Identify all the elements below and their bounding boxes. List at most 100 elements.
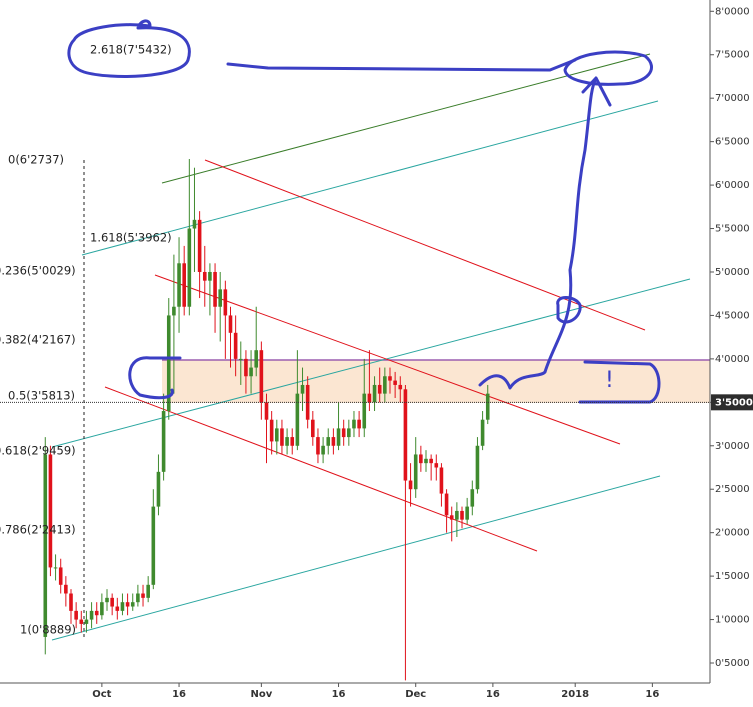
candle-body bbox=[408, 480, 413, 490]
candle-body bbox=[269, 419, 274, 442]
fib-label: 1.618(5'3962) bbox=[90, 231, 172, 245]
candle-body bbox=[321, 445, 325, 455]
candle-body bbox=[89, 610, 94, 620]
candle-body bbox=[136, 593, 140, 603]
trend-line bbox=[154, 274, 621, 445]
trend-line bbox=[104, 386, 538, 552]
candle-body bbox=[213, 271, 217, 307]
candle-body bbox=[100, 602, 104, 616]
candle-body bbox=[53, 567, 58, 569]
candle-body bbox=[177, 263, 181, 307]
candle-body bbox=[388, 376, 392, 381]
candle-body bbox=[295, 393, 300, 446]
candle-body bbox=[64, 584, 68, 594]
candle-body bbox=[403, 389, 408, 481]
candle-body bbox=[362, 393, 367, 429]
x-tick-label: Dec bbox=[405, 689, 426, 700]
candle-body bbox=[367, 393, 372, 403]
candle-body bbox=[43, 454, 48, 637]
fib-label: 1(0'8889) bbox=[20, 623, 76, 637]
candle-body bbox=[141, 593, 145, 598]
candle-body bbox=[316, 437, 320, 455]
candle-body bbox=[475, 445, 480, 490]
trend-line bbox=[204, 159, 646, 331]
candle-body bbox=[58, 567, 63, 585]
fib-label: 0.618(2'9459) bbox=[0, 444, 76, 458]
candle-body bbox=[202, 271, 207, 281]
x-tick-label: 16 bbox=[486, 689, 500, 700]
candle-body bbox=[470, 489, 475, 507]
candle-body bbox=[146, 584, 150, 598]
y-tick-label: 3'0000 bbox=[715, 441, 750, 452]
candle-body bbox=[434, 463, 439, 468]
candle-body bbox=[331, 437, 336, 446]
candle-body bbox=[290, 437, 295, 446]
candle-body bbox=[187, 228, 192, 307]
candle-body bbox=[120, 602, 125, 611]
candle-body bbox=[264, 402, 269, 420]
candle-body bbox=[48, 454, 53, 568]
y-tick-label: 5'0000 bbox=[715, 267, 750, 278]
candle-body bbox=[444, 493, 449, 516]
candle-body bbox=[161, 411, 166, 472]
candle-body bbox=[357, 419, 361, 429]
candle-body bbox=[285, 437, 289, 446]
x-tick-label: Oct bbox=[92, 689, 111, 700]
hand-drawing bbox=[67, 19, 661, 404]
candle-body bbox=[398, 384, 403, 390]
candle-body bbox=[439, 467, 444, 494]
x-tick-label: 2018 bbox=[561, 689, 589, 700]
zone bbox=[162, 360, 710, 403]
candle-body bbox=[228, 315, 233, 333]
fib-label: 0(6'2737) bbox=[8, 153, 64, 167]
candle-body bbox=[372, 384, 377, 403]
candle-body bbox=[347, 428, 351, 438]
x-tick-label: 16 bbox=[332, 689, 346, 700]
candle-body bbox=[208, 271, 212, 281]
candle-body bbox=[244, 358, 248, 377]
candle-body bbox=[336, 428, 341, 446]
y-tick-label: 7'5000 bbox=[715, 50, 750, 61]
y-tick-label: 1'0000 bbox=[715, 615, 750, 626]
candle-body bbox=[465, 506, 469, 520]
candle-body bbox=[125, 602, 130, 607]
candle-body bbox=[74, 610, 78, 620]
trend-line bbox=[81, 100, 659, 256]
y-tick-label: 7'0000 bbox=[715, 93, 750, 104]
candle-body bbox=[305, 384, 310, 420]
y-tick-label: 8'0000 bbox=[715, 6, 750, 17]
last-price-badge bbox=[711, 394, 753, 411]
candle-body bbox=[326, 437, 331, 446]
last-price-label: 3'5000 bbox=[715, 397, 753, 408]
candle-body bbox=[480, 419, 485, 446]
candle-body bbox=[274, 428, 279, 442]
candle-body bbox=[311, 419, 315, 438]
candle-body bbox=[429, 458, 433, 464]
candle-body bbox=[151, 506, 156, 585]
candle-body bbox=[79, 619, 84, 624]
y-tick-label: 6'0000 bbox=[715, 180, 750, 191]
candle-body bbox=[485, 393, 490, 420]
y-tick-label: 4'0000 bbox=[715, 354, 750, 365]
candle-body bbox=[84, 619, 89, 624]
fib-label: 0.786(2'2413) bbox=[0, 523, 76, 537]
candle-body bbox=[156, 471, 161, 507]
candle-body bbox=[130, 602, 135, 607]
candle-body bbox=[259, 350, 264, 403]
candle-body bbox=[249, 367, 253, 377]
y-tick-label: 6'5000 bbox=[715, 137, 750, 148]
fib-label: 0.5(3'5813) bbox=[8, 389, 75, 403]
x-tick-label: 16 bbox=[645, 689, 659, 700]
candle-body bbox=[424, 458, 428, 464]
candle-body bbox=[280, 428, 284, 446]
candle-body bbox=[110, 597, 114, 607]
fib-label: 0.382(4'2167) bbox=[0, 333, 76, 347]
trend-line bbox=[161, 53, 651, 184]
candle-body bbox=[341, 428, 346, 438]
y-tick-label: 4'5000 bbox=[715, 310, 750, 321]
candle-body bbox=[460, 510, 464, 520]
trend-line bbox=[51, 278, 691, 448]
candle-body bbox=[393, 380, 397, 385]
fib-label: 0.236(5'0029) bbox=[0, 264, 76, 278]
